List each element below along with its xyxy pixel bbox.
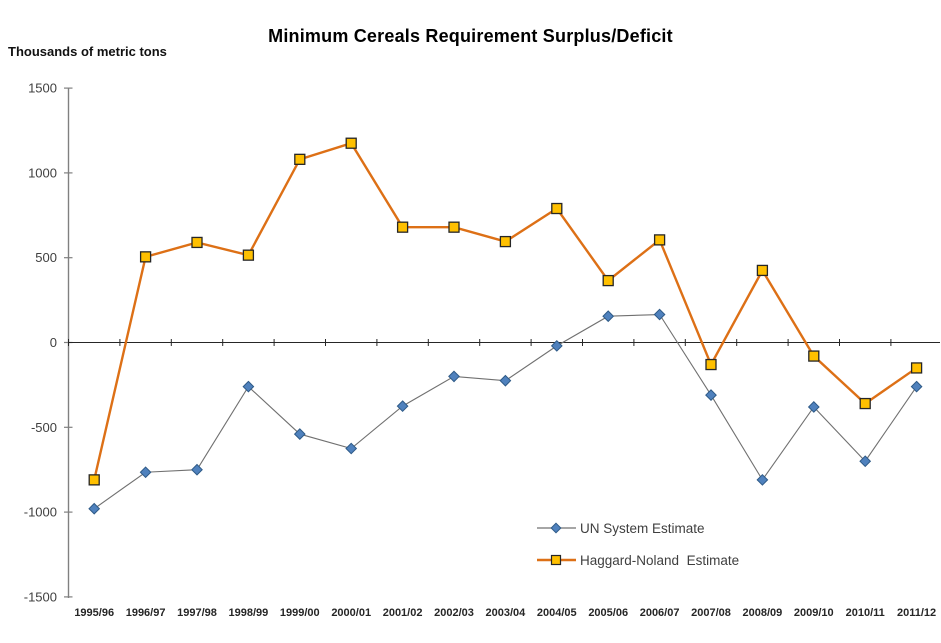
x-tick-label: 2007/08 [691,607,731,619]
x-tick-label: 1999/00 [280,607,320,619]
x-tick-label: 2005/06 [588,607,628,619]
x-tick-label: 2003/04 [486,607,527,619]
y-tick-label: 500 [35,250,57,265]
x-tick-label: 2009/10 [794,607,834,619]
y-tick-label: 1500 [28,81,57,96]
data-point-diamond [859,455,872,468]
series-line-square [93,141,918,481]
data-point-square [448,221,460,233]
data-point-square [191,236,203,249]
data-point-diamond [139,466,152,479]
x-tick-label: 2010/11 [846,607,885,619]
data-point-square [808,350,820,362]
x-tick-label: 2004/05 [537,607,577,619]
x-tick-label: 2011/12 [897,607,936,619]
y-tick-label: -1000 [24,505,57,520]
data-point-diamond [807,401,820,413]
legend-label-un-system: UN System Estimate [580,520,705,536]
data-point-square [139,251,152,263]
data-point-diamond [448,370,460,383]
data-point-square [653,234,666,246]
legend-square-marker-icon [537,554,576,566]
data-point-diamond [191,463,203,476]
data-point-square [396,221,409,233]
data-point-diamond [396,400,409,413]
y-tick-label: -1500 [24,589,57,604]
x-tick-label: 2001/02 [383,607,423,619]
y-axis-title: Thousands of metric tons [8,44,167,59]
y-tick-label: 1000 [28,165,57,180]
data-point-diamond [550,339,563,352]
legend-diamond-marker-icon [537,522,576,534]
data-point-square [88,474,100,486]
chart-title: Minimum Cereals Requirement Surplus/Defi… [268,26,673,46]
x-tick-label: 1996/97 [126,607,166,619]
data-point-diamond [705,389,717,401]
legend-item-haggard-noland: Haggard-Noland Estimate [536,547,739,573]
data-point-diamond [653,308,666,321]
legend: UN System Estimate Haggard-Noland Estima… [536,515,739,579]
legend-diamond-glyph [550,522,562,534]
x-tick-label: 2002/03 [434,607,474,619]
data-point-square [859,397,871,410]
data-point-square [910,362,923,374]
legend-square-glyph [550,554,562,566]
data-point-diamond [499,374,512,387]
y-tick-label: 0 [50,335,57,350]
data-point-diamond [602,310,615,323]
y-tick-label: -500 [31,420,57,435]
data-point-square [602,274,614,287]
x-tick-label: 2008/09 [743,607,783,619]
data-point-diamond [88,502,101,515]
data-point-square [551,202,563,215]
legend-item-un-system: UN System Estimate [536,515,739,541]
data-point-square [756,264,769,277]
x-tick-label: 1997/98 [177,607,217,619]
series-line-diamond [93,313,918,510]
data-point-square [345,137,357,149]
x-tick-label: 1995/96 [74,607,114,619]
x-tick-label: 2006/07 [640,607,680,619]
data-point-diamond [345,442,358,455]
legend-label-haggard-noland: Haggard-Noland Estimate [580,552,740,568]
data-point-square [705,358,717,371]
x-tick-label: 1998/99 [229,607,269,619]
data-point-diamond [293,428,306,440]
data-point-diamond [242,380,255,393]
data-point-square [294,153,306,165]
data-point-diamond [910,380,923,393]
data-point-square [499,235,512,248]
data-point-diamond [756,473,769,486]
x-tick-label: 2000/01 [331,607,371,619]
data-point-square [242,249,255,261]
